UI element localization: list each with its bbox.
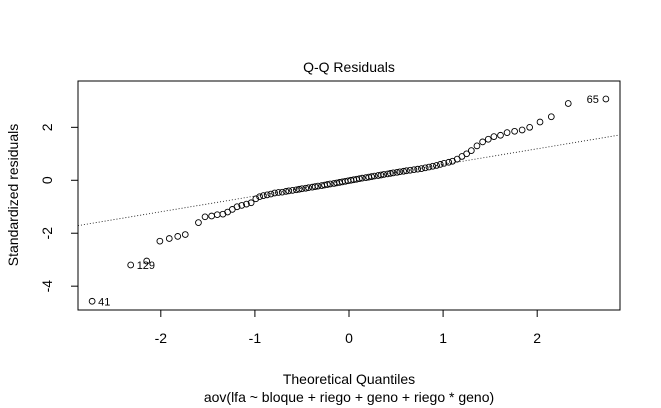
data-point <box>156 237 164 245</box>
data-point <box>497 131 504 139</box>
outlier-label: 41 <box>98 296 110 308</box>
data-point <box>445 158 453 166</box>
data-point <box>518 126 526 134</box>
data-point <box>490 133 498 140</box>
data-point <box>289 186 296 194</box>
outlier-label: 129 <box>137 260 155 272</box>
data-point <box>380 171 388 178</box>
data-point <box>252 195 260 203</box>
data-point <box>298 185 306 193</box>
chart-title: Q-Q Residuals <box>303 59 395 75</box>
data-point <box>389 169 397 177</box>
data-point <box>282 188 290 195</box>
data-point <box>356 175 363 183</box>
x-axis-label: Theoretical Quantiles <box>283 371 415 387</box>
data-point <box>256 193 263 201</box>
x-axis: -2 -1 0 1 2 <box>155 309 541 346</box>
data-point <box>436 161 444 168</box>
data-point <box>271 189 279 197</box>
data-point <box>127 261 135 269</box>
data-point <box>377 171 385 179</box>
qq-reference-line <box>77 134 621 227</box>
data-point <box>429 162 437 170</box>
data-point <box>275 189 282 196</box>
data-point <box>368 173 375 180</box>
x-tick-label: 0 <box>345 330 353 346</box>
points-layer <box>88 95 610 305</box>
y-axis: -4 -2 0 2 <box>39 123 79 293</box>
data-point <box>425 163 433 171</box>
plot-frame <box>77 80 621 311</box>
data-point <box>418 165 425 172</box>
data-point <box>473 142 481 150</box>
x-tick-label: 2 <box>533 330 541 346</box>
data-point <box>208 212 215 220</box>
data-point <box>314 182 322 190</box>
data-point <box>484 135 492 143</box>
data-point <box>536 118 544 126</box>
data-point <box>371 172 378 180</box>
data-point <box>387 170 394 177</box>
data-point <box>174 233 182 240</box>
data-point <box>165 235 173 242</box>
data-point <box>143 257 151 265</box>
data-point <box>263 191 271 199</box>
outlier-label: 65 <box>587 94 599 106</box>
y-tick-label: 0 <box>39 176 55 184</box>
data-point <box>233 203 241 211</box>
y-tick-label: -2 <box>39 227 55 240</box>
chart-subtitle: aov(lfa ~ bloque + riego + geno + riego … <box>204 389 494 405</box>
data-point <box>433 162 440 169</box>
data-point <box>440 159 448 167</box>
data-point <box>503 129 511 136</box>
data-point <box>393 168 401 176</box>
data-point <box>305 184 312 192</box>
data-point <box>324 181 331 188</box>
data-point <box>396 168 404 176</box>
data-point <box>463 150 470 158</box>
x-tick-label: -1 <box>249 330 262 346</box>
data-point <box>295 185 303 193</box>
data-point <box>526 123 534 131</box>
data-point <box>88 297 96 305</box>
data-point <box>358 174 366 182</box>
data-point <box>247 199 255 207</box>
data-point <box>267 190 275 198</box>
data-point <box>278 188 286 196</box>
data-point <box>213 211 221 219</box>
data-point <box>410 166 418 174</box>
y-axis-label: Standardized residuals <box>5 124 21 266</box>
data-point <box>243 200 250 208</box>
data-point <box>260 192 267 199</box>
annotations-layer: 65 129 41 <box>98 94 599 308</box>
data-point <box>195 219 202 226</box>
data-point <box>326 180 334 188</box>
x-tick-label: 1 <box>439 330 447 346</box>
data-point <box>201 213 209 221</box>
data-point <box>311 183 319 190</box>
data-point <box>400 167 407 175</box>
y-tick-label: -4 <box>39 280 55 293</box>
data-point <box>479 138 486 146</box>
data-point <box>285 187 293 195</box>
data-point <box>414 165 422 173</box>
data-point <box>238 202 246 209</box>
data-point <box>564 100 572 107</box>
data-point <box>302 184 310 192</box>
data-point <box>511 127 518 135</box>
y-tick-label: 2 <box>39 123 55 131</box>
data-point <box>467 147 475 154</box>
data-point <box>406 166 414 174</box>
x-tick-label: -2 <box>155 330 168 346</box>
reference-line-layer <box>77 134 621 227</box>
data-point <box>421 164 429 172</box>
data-point <box>181 231 189 238</box>
data-point <box>403 167 410 175</box>
data-point <box>602 95 610 103</box>
data-point <box>547 113 555 121</box>
